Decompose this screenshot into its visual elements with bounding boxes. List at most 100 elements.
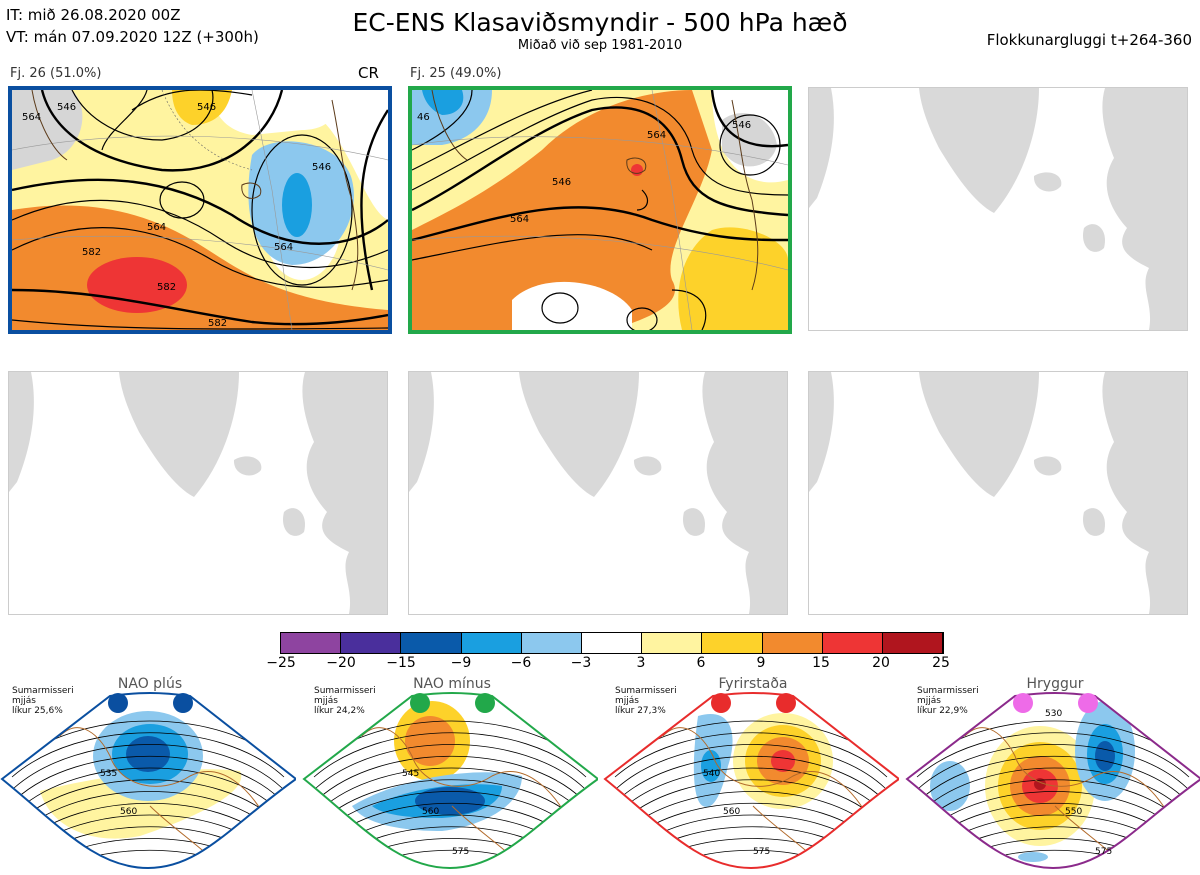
regime-title: NAO mínus bbox=[413, 676, 491, 692]
colorbar-tick-label: −15 bbox=[386, 655, 416, 671]
regime-contour-label: 545 bbox=[402, 769, 419, 779]
colorbar-tick-label: 20 bbox=[872, 655, 890, 671]
contour-label: 582 bbox=[208, 318, 227, 329]
contour-label: 546 bbox=[312, 162, 331, 173]
regime-contour-label: 550 bbox=[1065, 807, 1082, 817]
regime-panel: 540 560 575 Sumarmisseri mjjás líkur 27,3% Fyr… bbox=[603, 676, 901, 871]
contour-label: 546 bbox=[552, 177, 571, 188]
colorbar-swatch bbox=[521, 633, 582, 653]
page-subtitle: Miðað við sep 1981-2010 bbox=[517, 38, 683, 53]
colorbar-tick-label: −9 bbox=[450, 655, 472, 671]
regime-contour-label: 575 bbox=[452, 847, 469, 857]
cluster-map-empty[interactable] bbox=[808, 87, 1188, 331]
colorbar-tick-label: 3 bbox=[636, 655, 646, 671]
regime-map: 545 560 575 bbox=[302, 692, 600, 870]
window-label: Flokkunargluggi t+264-360 bbox=[986, 31, 1192, 49]
regime-map: 540 560 575 bbox=[603, 692, 901, 870]
regime-meta-line: líkur 22,9% bbox=[917, 706, 968, 716]
regime-title: Fyrirstaða bbox=[718, 676, 788, 692]
contour-label: 564 bbox=[147, 222, 166, 233]
regime-meta: Sumarmisseri mjjás líkur 27,3% bbox=[615, 686, 677, 716]
colorbar-tick-label: 25 bbox=[932, 655, 950, 671]
regime-dot bbox=[1013, 693, 1033, 713]
colorbar bbox=[280, 632, 944, 654]
regime-contour-label: 560 bbox=[120, 807, 137, 817]
regime-contour-label: 575 bbox=[1095, 847, 1112, 857]
panel-2-label: Fj. 25 (49.0%) bbox=[410, 66, 502, 81]
regime-contour-label: 560 bbox=[422, 807, 439, 817]
regime-meta-line: mjjás bbox=[615, 696, 639, 706]
regime-dot bbox=[410, 693, 430, 713]
regime-contour-label: 560 bbox=[723, 807, 740, 817]
colorbar-tick-label: 6 bbox=[696, 655, 706, 671]
regime-meta: Sumarmisseri mjjás líkur 22,9% bbox=[917, 686, 979, 716]
cluster-map-empty[interactable] bbox=[8, 371, 388, 615]
panel-1-label: Fj. 26 (51.0%) bbox=[10, 66, 102, 81]
cluster-map-2[interactable]: 46 546 564 564 546 bbox=[408, 86, 792, 334]
header-info: IT: mið 26.08.2020 00Z VT: mán 07.09.202… bbox=[6, 4, 259, 48]
regime-title: Hryggur bbox=[1026, 676, 1084, 692]
colorbar-swatch bbox=[461, 633, 522, 653]
regime-meta-line: Sumarmisseri bbox=[12, 686, 74, 696]
regime-meta-line: Sumarmisseri bbox=[917, 686, 979, 696]
contour-label: 564 bbox=[510, 214, 529, 225]
contour-label: 546 bbox=[57, 102, 76, 113]
colorbar-swatch bbox=[822, 633, 883, 653]
regime-dot bbox=[108, 693, 128, 713]
regime-contour-label: 535 bbox=[100, 769, 117, 779]
regime-meta-line: Sumarmisseri bbox=[615, 686, 677, 696]
regime-meta-line: mjjás bbox=[314, 696, 338, 706]
colorbar-swatch bbox=[281, 633, 342, 653]
colorbar-swatch bbox=[341, 633, 402, 653]
regime-meta-line: mjjás bbox=[917, 696, 941, 706]
colorbar-swatch bbox=[642, 633, 703, 653]
regime-panel: 545 560 575 Sumarmisseri mjjás líkur 24,2% NAO… bbox=[302, 676, 600, 871]
regime-meta-line: líkur 27,3% bbox=[615, 706, 666, 716]
regime-meta-line: mjjás bbox=[12, 696, 36, 706]
contour-label: 582 bbox=[157, 282, 176, 293]
regime-dot bbox=[173, 693, 193, 713]
contour-label: 564 bbox=[274, 242, 293, 253]
colorbar-swatch bbox=[581, 633, 643, 653]
regime-panel: 530 550 575 Sumarmisseri mjjás líkur 22,9% Hry… bbox=[905, 676, 1200, 871]
regime-dot bbox=[711, 693, 731, 713]
contour-label: 546 bbox=[197, 102, 216, 113]
colorbar-tick-label: −6 bbox=[510, 655, 532, 671]
regime-meta-line: líkur 24,2% bbox=[314, 706, 365, 716]
regime-meta-line: líkur 25,6% bbox=[12, 706, 63, 716]
regime-map: 535 560 bbox=[0, 692, 298, 870]
colorbar-swatch bbox=[401, 633, 462, 653]
contour-label: 582 bbox=[82, 247, 101, 258]
regime-map: 530 550 575 bbox=[905, 692, 1200, 870]
regime-title: NAO plús bbox=[117, 676, 183, 692]
regime-contour-label: 530 bbox=[1045, 709, 1062, 719]
regime-meta: Sumarmisseri mjjás líkur 25,6% bbox=[12, 686, 74, 716]
regime-dot bbox=[776, 693, 796, 713]
colorbar-swatch bbox=[702, 633, 763, 653]
colorbar-swatch bbox=[882, 633, 944, 653]
colorbar-swatch bbox=[762, 633, 823, 653]
vt-line: VT: mán 07.09.2020 12Z (+300h) bbox=[6, 28, 259, 46]
regime-meta: Sumarmisseri mjjás líkur 24,2% bbox=[314, 686, 376, 716]
panel-1-tag: CR bbox=[358, 64, 379, 82]
regime-contour-label: 575 bbox=[753, 847, 770, 857]
regime-meta-line: Sumarmisseri bbox=[314, 686, 376, 696]
cluster-map-empty[interactable] bbox=[808, 371, 1188, 615]
cluster-map-empty[interactable] bbox=[408, 371, 788, 615]
page-title: EC-ENS Klasaviðsmyndir - 500 hPa hæð bbox=[352, 8, 848, 37]
regime-panel: 535 560 Sumarmisseri mjjás líkur 25,6% NAO pl… bbox=[0, 676, 298, 871]
contour-label: 46 bbox=[417, 112, 430, 123]
colorbar-tick-label: 15 bbox=[812, 655, 830, 671]
cluster-map-1[interactable]: 564 546 546 546 564 564 582 582 582 bbox=[8, 86, 392, 334]
regime-contour-label: 540 bbox=[703, 769, 720, 779]
colorbar-tick-label: −20 bbox=[326, 655, 356, 671]
colorbar-tick-label: −3 bbox=[570, 655, 592, 671]
regime-dot bbox=[1078, 693, 1098, 713]
colorbar-tick-label: −25 bbox=[266, 655, 296, 671]
it-line: IT: mið 26.08.2020 00Z bbox=[6, 6, 181, 24]
contour-label: 546 bbox=[732, 120, 751, 131]
contour-label: 564 bbox=[22, 112, 41, 123]
contour-label: 564 bbox=[647, 130, 666, 141]
colorbar-tick-label: 9 bbox=[756, 655, 766, 671]
regime-dot bbox=[475, 693, 495, 713]
